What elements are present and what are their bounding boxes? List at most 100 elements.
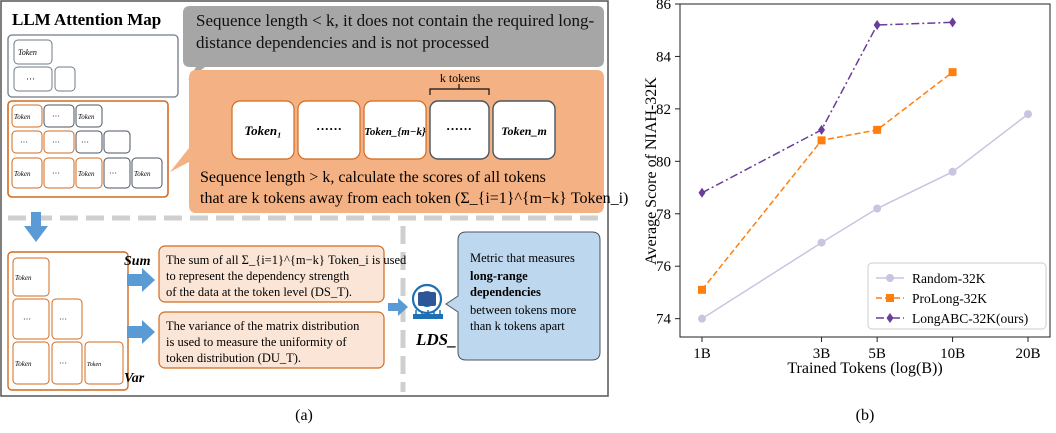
svg-text:dependencies: dependencies bbox=[470, 285, 541, 299]
metric-callout: Metric that measures long-range dependen… bbox=[445, 231, 601, 361]
legend-marker bbox=[886, 294, 894, 302]
k-tokens-label: k tokens bbox=[440, 71, 481, 85]
legend-label: ProLong-32K bbox=[912, 291, 987, 306]
chart-series bbox=[698, 17, 1032, 323]
short-sequence-note: Sequence length < k, it does not contain… bbox=[196, 11, 595, 52]
svg-text:token distribution (DU_T).: token distribution (DU_T). bbox=[166, 351, 301, 365]
svg-text:···: ··· bbox=[59, 359, 67, 368]
svg-text:Token: Token bbox=[14, 170, 31, 178]
x-tick-label: 1B bbox=[693, 346, 711, 362]
data-point bbox=[818, 124, 826, 135]
svg-text:···: ··· bbox=[52, 138, 60, 147]
svg-text:···: ··· bbox=[52, 169, 60, 178]
data-point bbox=[817, 136, 826, 145]
legend-marker bbox=[886, 313, 894, 323]
panel-a: LLM Attention Map Token ··· Sequence len… bbox=[0, 0, 628, 424]
token-sequence: Token₁ ······ Token_{m−k} ······ Token_m bbox=[231, 100, 556, 160]
panel-b-chart: 74 76 78 80 82 84 86 1B 3B 5B 10B 20B Average Scor… bbox=[643, 0, 1051, 377]
lds-label: LDS_T bbox=[415, 330, 468, 349]
chart-plot-area bbox=[679, 3, 1051, 338]
svg-text:is used to measure the uniform: is used to measure the uniformity of bbox=[166, 335, 347, 349]
legend-label: LongABC-32K(ours) bbox=[912, 311, 1028, 326]
ruler-gear-icon bbox=[411, 283, 443, 319]
y-tick-label: 78 bbox=[656, 207, 671, 223]
seq-token-5: Token_m bbox=[501, 124, 547, 138]
short-sequence-callout: Sequence length < k, it does not contain… bbox=[183, 6, 604, 80]
data-point bbox=[698, 285, 706, 294]
y-tick-label: 76 bbox=[656, 259, 672, 275]
svg-text:between tokens more: between tokens more bbox=[470, 303, 577, 317]
data-point bbox=[873, 19, 881, 30]
svg-text:The variance of the matrix dis: The variance of the matrix distribution bbox=[166, 319, 360, 333]
long-sequence-callout: k tokens Token₁ ······ Token_{m−k} ·····… bbox=[170, 70, 628, 213]
sum-description-box: The sum of all Σ_{i=1}^{m−k} Token_i is … bbox=[158, 245, 407, 303]
y-axis: 74 76 78 80 82 84 86 bbox=[656, 0, 680, 328]
svg-text:···: ··· bbox=[81, 138, 89, 147]
var-description-box: The variance of the matrix distribution … bbox=[158, 311, 385, 369]
svg-text:···: ··· bbox=[23, 315, 31, 324]
svg-text:Token: Token bbox=[14, 113, 31, 121]
y-tick-label: 74 bbox=[656, 312, 672, 328]
svg-text:Token: Token bbox=[78, 170, 95, 178]
svg-text:than k tokens apart: than k tokens apart bbox=[470, 319, 565, 333]
long-sequence-note-line2: that are k tokens away from each token (… bbox=[200, 190, 628, 207]
long-attention-map: Token ··· Token ··· ··· ··· Token ··· To… bbox=[7, 100, 169, 198]
series-line bbox=[701, 71, 954, 291]
y-axis-label: Average Score of NIAH-32K bbox=[643, 77, 660, 265]
y-tick-label: 80 bbox=[656, 154, 671, 170]
svg-text:Token: Token bbox=[15, 360, 32, 368]
legend-marker bbox=[886, 274, 894, 282]
legend-label: Random-32K bbox=[912, 271, 986, 286]
x-axis: 1B 3B 5B 10B 20B bbox=[693, 337, 1041, 362]
svg-text:···: ··· bbox=[52, 112, 60, 121]
down-arrow bbox=[24, 212, 48, 242]
k-tokens-bracket bbox=[429, 84, 490, 95]
svg-text:of the data at the token level: of the data at the token level (DS_T). bbox=[166, 285, 352, 299]
svg-text:Token: Token bbox=[15, 274, 32, 282]
svg-text:Token: Token bbox=[134, 170, 151, 178]
seq-token-1: Token₁ bbox=[244, 123, 281, 138]
svg-text:···: ··· bbox=[20, 138, 28, 147]
seq-token-2: ······ bbox=[316, 121, 342, 136]
svg-text:Token: Token bbox=[87, 362, 101, 368]
data-point bbox=[948, 167, 957, 176]
attention-map-title: LLM Attention Map bbox=[12, 10, 161, 29]
sum-arrow bbox=[127, 268, 155, 292]
series-line bbox=[701, 21, 953, 194]
x-tick-label: 20B bbox=[1015, 346, 1040, 362]
seq-token-4: ······ bbox=[446, 121, 472, 136]
var-label: Var bbox=[124, 371, 145, 386]
svg-text:···: ··· bbox=[109, 169, 117, 178]
x-tick-label: 5B bbox=[868, 346, 886, 362]
seq-token-3: Token_{m−k} bbox=[364, 126, 426, 138]
data-point bbox=[698, 187, 706, 198]
caption-b: (b) bbox=[856, 407, 875, 424]
var-arrow bbox=[127, 320, 155, 344]
svg-text:Token: Token bbox=[18, 48, 37, 57]
short-attention-map: Token ··· bbox=[7, 34, 179, 98]
x-tick-label: 3B bbox=[813, 346, 831, 362]
x-tick-label: 10B bbox=[940, 346, 965, 362]
lds-arrow bbox=[388, 298, 408, 316]
data-point bbox=[698, 314, 706, 323]
data-point bbox=[873, 125, 882, 134]
data-point bbox=[817, 238, 826, 247]
sum-label: Sum bbox=[124, 254, 151, 269]
processed-attention-map: Token ··· ··· Token ··· Token bbox=[7, 251, 129, 391]
svg-text:Token: Token bbox=[78, 113, 95, 121]
chart-legend: Random-32K ProLong-32K LongABC-32K(ours) bbox=[867, 262, 1047, 330]
svg-text:long-range: long-range bbox=[470, 269, 528, 283]
svg-text:to represent the dependency st: to represent the dependency strength bbox=[166, 269, 350, 283]
y-tick-label: 86 bbox=[656, 0, 672, 13]
data-point bbox=[1024, 110, 1032, 119]
data-point bbox=[948, 68, 957, 77]
svg-text:Metric that measures: Metric that measures bbox=[470, 251, 575, 265]
data-point bbox=[949, 17, 957, 28]
svg-text:The sum of all Σ_{i=1}^{m−k} T: The sum of all Σ_{i=1}^{m−k} Token_i is … bbox=[166, 253, 407, 267]
y-tick-label: 84 bbox=[656, 49, 672, 65]
svg-text:···: ··· bbox=[26, 74, 35, 84]
data-point bbox=[873, 204, 882, 213]
svg-text:···: ··· bbox=[59, 315, 67, 324]
